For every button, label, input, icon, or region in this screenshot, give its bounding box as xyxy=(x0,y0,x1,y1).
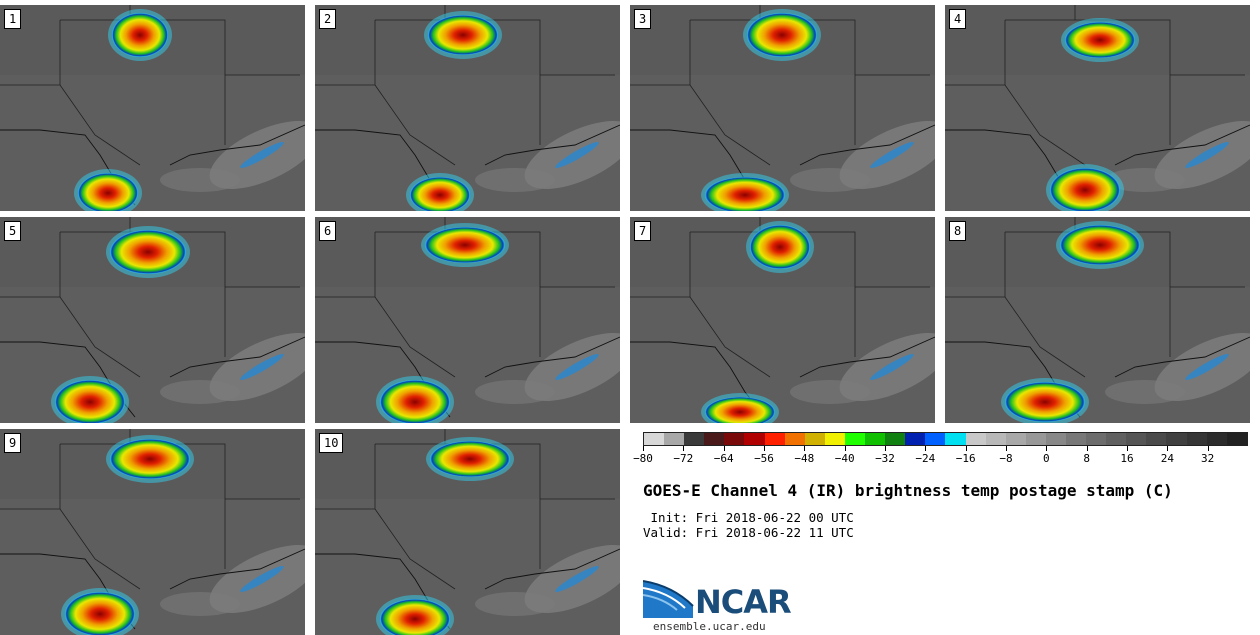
colorbar-tick-label: 8 xyxy=(1083,452,1090,465)
colorbar-tick xyxy=(965,446,967,451)
colorbar-swatch xyxy=(1166,433,1187,445)
ncar-logo-icon xyxy=(643,580,694,618)
colorbar-tick xyxy=(643,446,644,451)
colorbar-tick-label: 16 xyxy=(1120,452,1134,465)
postage-stamp-panel: 9 xyxy=(0,429,305,635)
panel-number-label: 7 xyxy=(634,221,652,241)
satellite-map xyxy=(0,5,305,211)
colorbar-swatch xyxy=(865,433,886,445)
colorbar-swatch xyxy=(684,433,705,445)
colorbar-swatch xyxy=(885,433,906,445)
colorbar-tick-label: −56 xyxy=(754,452,774,465)
colorbar-tick-label: −48 xyxy=(794,452,815,465)
panel-number-label: 5 xyxy=(4,221,22,241)
colorbar-tick xyxy=(1127,446,1128,451)
colorbar-swatch xyxy=(1206,433,1227,445)
panel-number-label: 2 xyxy=(319,9,337,29)
colorbar-swatch xyxy=(965,433,986,445)
colorbar-swatch xyxy=(1126,433,1147,445)
colorbar-tick-label: −8 xyxy=(999,452,1013,465)
satellite-map xyxy=(945,5,1250,211)
colorbar-swatch xyxy=(844,433,866,445)
colorbar-swatch xyxy=(1065,433,1087,445)
colorbar-swatch xyxy=(1226,433,1247,445)
colorbar-tick-label: −40 xyxy=(834,452,855,465)
postage-stamp-panel: 7 xyxy=(630,217,935,423)
colorbar-tick-label: −64 xyxy=(713,452,734,465)
colorbar-swatch xyxy=(744,433,765,445)
colorbar-swatch xyxy=(985,433,1006,445)
satellite-map xyxy=(630,217,935,423)
colorbar-tick xyxy=(1086,446,1088,451)
colorbar-tick xyxy=(723,446,725,451)
colorbar-swatch xyxy=(905,433,926,445)
colorbar-swatch xyxy=(1086,433,1107,445)
panel-number-label: 8 xyxy=(949,221,967,241)
colorbar-tick xyxy=(1207,446,1209,451)
postage-stamp-panel: 5 xyxy=(0,217,305,423)
init-time: Init: Fri 2018-06-22 00 UTC xyxy=(643,510,854,525)
colorbar-swatch xyxy=(1186,433,1207,445)
colorbar-tick xyxy=(764,446,765,451)
postage-stamp-panel: 4 xyxy=(945,5,1250,211)
postage-stamp-panel: 6 xyxy=(315,217,620,423)
satellite-map xyxy=(945,217,1250,423)
colorbar-swatch xyxy=(1146,433,1167,445)
panel-number-label: 9 xyxy=(4,433,22,453)
colorbar-tick-label: −32 xyxy=(875,452,895,465)
colorbar-tick-label: −80 xyxy=(633,452,653,465)
colorbar-swatch xyxy=(664,433,685,445)
satellite-map xyxy=(0,429,305,635)
ncar-logo-text: NCAR xyxy=(695,583,792,621)
colorbar-ticks: −80 −72 −64 −56 −48 −40 −32 −24 −16 −8 0 8 16 24 32 xyxy=(633,446,1248,466)
panel-number-label: 1 xyxy=(4,9,22,29)
postage-stamp-panel: 1 xyxy=(0,5,305,211)
satellite-map xyxy=(315,429,620,635)
colorbar-swatch xyxy=(945,433,966,445)
colorbar-tick xyxy=(683,446,685,451)
colorbar-swatch xyxy=(925,433,946,445)
colorbar-tick xyxy=(844,446,846,451)
time-info: Init: Fri 2018-06-22 00 UTC Valid: Fri 2… xyxy=(643,510,854,540)
colorbar-tick-label: −24 xyxy=(915,452,936,465)
colorbar-swatch xyxy=(724,433,745,445)
panel-number-label: 4 xyxy=(949,9,967,29)
colorbar-tick-label: −72 xyxy=(673,452,694,465)
panel-number-label: 6 xyxy=(319,221,337,241)
colorbar-tick-label: 24 xyxy=(1160,452,1174,465)
satellite-map xyxy=(315,217,620,423)
panel-number-label: 10 xyxy=(319,433,344,453)
panel-number-label: 3 xyxy=(634,9,652,29)
colorbar-tick xyxy=(1167,446,1169,451)
postage-stamp-panel: 3 xyxy=(630,5,935,211)
colorbar-tick xyxy=(1006,446,1007,451)
satellite-map xyxy=(630,5,935,211)
colorbar-tick xyxy=(885,446,886,451)
postage-stamp-panel: 8 xyxy=(945,217,1250,423)
colorbar xyxy=(643,432,1248,446)
colorbar-swatch xyxy=(644,433,665,445)
colorbar-swatch xyxy=(1106,433,1127,445)
satellite-map xyxy=(315,5,620,211)
satellite-map xyxy=(0,217,305,423)
colorbar-tick xyxy=(1046,446,1048,451)
colorbar-tick xyxy=(804,446,806,451)
colorbar-tick-label: −16 xyxy=(955,452,976,465)
colorbar-tick xyxy=(925,446,927,451)
postage-stamp-panel: 10 xyxy=(315,429,620,635)
colorbar-tick-label: 32 xyxy=(1201,452,1215,465)
colorbar-swatch xyxy=(804,433,825,445)
colorbar-swatch xyxy=(824,433,845,445)
postage-stamp-panel: 2 xyxy=(315,5,620,211)
colorbar-swatch xyxy=(1045,433,1066,445)
website-url[interactable]: ensemble.ucar.edu xyxy=(653,620,766,633)
colorbar-swatch xyxy=(1005,433,1026,445)
colorbar-swatch xyxy=(1025,433,1046,445)
valid-time: Valid: Fri 2018-06-22 11 UTC xyxy=(643,525,854,540)
colorbar-swatch xyxy=(784,433,805,445)
colorbar-tick-label: 0 xyxy=(1043,452,1050,465)
figure-title: GOES-E Channel 4 (IR) brightness temp po… xyxy=(643,481,1173,500)
colorbar-swatch xyxy=(704,433,725,445)
colorbar-swatch xyxy=(764,433,785,445)
